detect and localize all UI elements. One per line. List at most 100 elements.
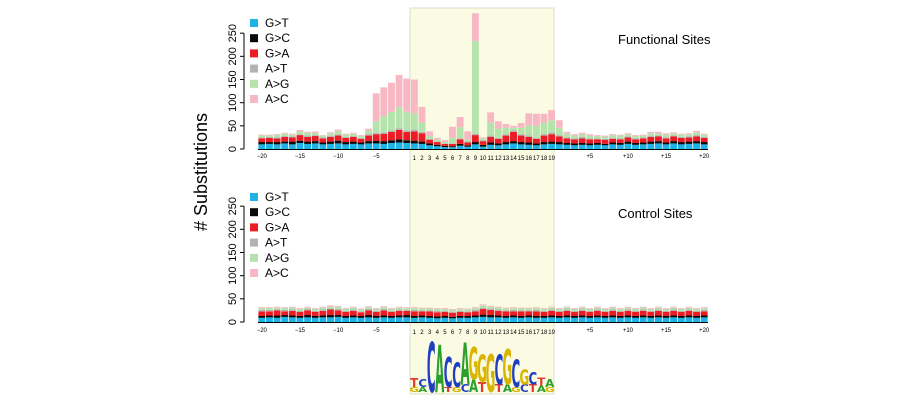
bar-segment bbox=[578, 142, 586, 145]
bar-segment bbox=[494, 128, 502, 138]
logo-letter-C: C bbox=[418, 378, 427, 390]
bar-segment bbox=[311, 311, 319, 316]
bar-segment bbox=[548, 309, 556, 311]
bar-segment bbox=[609, 135, 617, 138]
bar-segment bbox=[380, 133, 388, 142]
x-tick-label: 16 bbox=[525, 156, 532, 162]
x-tick-label: 6 bbox=[451, 156, 455, 162]
bar-segment bbox=[266, 317, 273, 322]
bar-segment bbox=[273, 135, 281, 138]
bar-segment bbox=[670, 317, 678, 322]
bar-segment bbox=[426, 307, 434, 309]
bar-segment bbox=[327, 308, 334, 310]
bar-segment bbox=[540, 142, 548, 145]
bar-segment bbox=[327, 132, 334, 134]
bar-segment bbox=[555, 136, 563, 143]
panel-title: Functional Sites bbox=[618, 32, 711, 47]
bar-segment bbox=[685, 143, 693, 149]
bar-segment bbox=[609, 142, 617, 145]
logo-letter-T: T bbox=[529, 383, 538, 395]
bar-segment bbox=[502, 144, 510, 149]
bar-segment bbox=[571, 135, 578, 139]
bar-segment bbox=[349, 317, 357, 322]
bar-segment bbox=[693, 310, 700, 312]
bar-segment bbox=[548, 120, 556, 133]
bar-segment bbox=[380, 141, 388, 144]
x-tick-label: 7 bbox=[458, 156, 462, 162]
bar-segment bbox=[433, 308, 441, 310]
bar-segment bbox=[403, 131, 411, 141]
x-tick-label: +10 bbox=[623, 328, 634, 334]
bar-segment bbox=[311, 317, 319, 322]
bar-segment bbox=[311, 135, 319, 137]
logo-letter-C: C bbox=[444, 350, 453, 398]
bar-segment bbox=[654, 136, 662, 142]
bar-segment bbox=[479, 309, 487, 315]
bar-segment bbox=[395, 317, 403, 322]
bar-segment bbox=[540, 308, 548, 310]
bar-segment bbox=[510, 131, 517, 142]
bar-segment bbox=[319, 307, 327, 310]
bar-segment bbox=[342, 137, 350, 143]
x-tick-label: +5 bbox=[586, 328, 594, 334]
bar-segment bbox=[342, 142, 350, 145]
bar-segment bbox=[456, 127, 464, 139]
bar-segment bbox=[342, 136, 350, 138]
x-tick-label: 2 bbox=[420, 330, 424, 336]
bar-segment bbox=[349, 143, 357, 149]
bar-segment bbox=[357, 317, 365, 322]
bar-segment bbox=[464, 308, 472, 310]
bar-segment bbox=[372, 310, 380, 312]
bar-segment bbox=[357, 142, 365, 145]
bar-segment bbox=[563, 137, 571, 139]
bar-segment bbox=[365, 143, 373, 149]
bar-segment bbox=[517, 127, 525, 135]
bar-segment bbox=[563, 306, 571, 308]
bar-segment bbox=[548, 315, 556, 318]
bar-segment bbox=[540, 134, 548, 136]
bar-segment bbox=[395, 309, 403, 311]
bar-segment bbox=[677, 144, 685, 149]
bar-segment bbox=[700, 315, 708, 318]
bar-segment bbox=[578, 144, 586, 149]
x-tick-label: 11 bbox=[488, 156, 495, 162]
bar-segment bbox=[639, 135, 647, 138]
legend-swatch bbox=[250, 34, 258, 43]
bar-segment bbox=[609, 306, 617, 308]
bar-segment bbox=[342, 309, 350, 311]
bar-segment bbox=[517, 123, 525, 128]
bar-segment bbox=[662, 317, 670, 322]
bar-segment bbox=[639, 144, 647, 149]
bar-segment bbox=[670, 135, 678, 137]
bar-segment bbox=[532, 308, 540, 310]
legend-label: G>T bbox=[265, 16, 289, 30]
bar-segment bbox=[319, 142, 327, 145]
bar-segment bbox=[441, 145, 449, 148]
bar-segment bbox=[395, 74, 403, 108]
bar-segment bbox=[525, 308, 533, 311]
bar-segment bbox=[502, 310, 510, 312]
bar-segment bbox=[433, 309, 441, 311]
bar-segment bbox=[532, 125, 540, 138]
bar-segment bbox=[677, 136, 685, 138]
bar-segment bbox=[342, 317, 350, 322]
bar-segment bbox=[281, 315, 289, 317]
logo-letter-C: C bbox=[528, 369, 537, 389]
bar-segment bbox=[639, 138, 647, 143]
bar-segment bbox=[304, 141, 312, 144]
bar-segment bbox=[639, 307, 647, 310]
bar-segment bbox=[403, 142, 411, 149]
bar-segment bbox=[647, 308, 655, 310]
bar-segment bbox=[632, 139, 639, 143]
logo-letter-T: T bbox=[537, 376, 546, 388]
bar-segment bbox=[288, 310, 296, 316]
bar-segment bbox=[647, 141, 655, 144]
bar-segment bbox=[273, 142, 281, 145]
bar-segment bbox=[365, 130, 373, 135]
bar-segment bbox=[327, 306, 334, 309]
bar-segment bbox=[693, 308, 700, 310]
bar-segment bbox=[601, 136, 609, 139]
bar-segment bbox=[586, 311, 594, 316]
bar-segment bbox=[693, 132, 700, 136]
bar-segment bbox=[410, 140, 418, 144]
